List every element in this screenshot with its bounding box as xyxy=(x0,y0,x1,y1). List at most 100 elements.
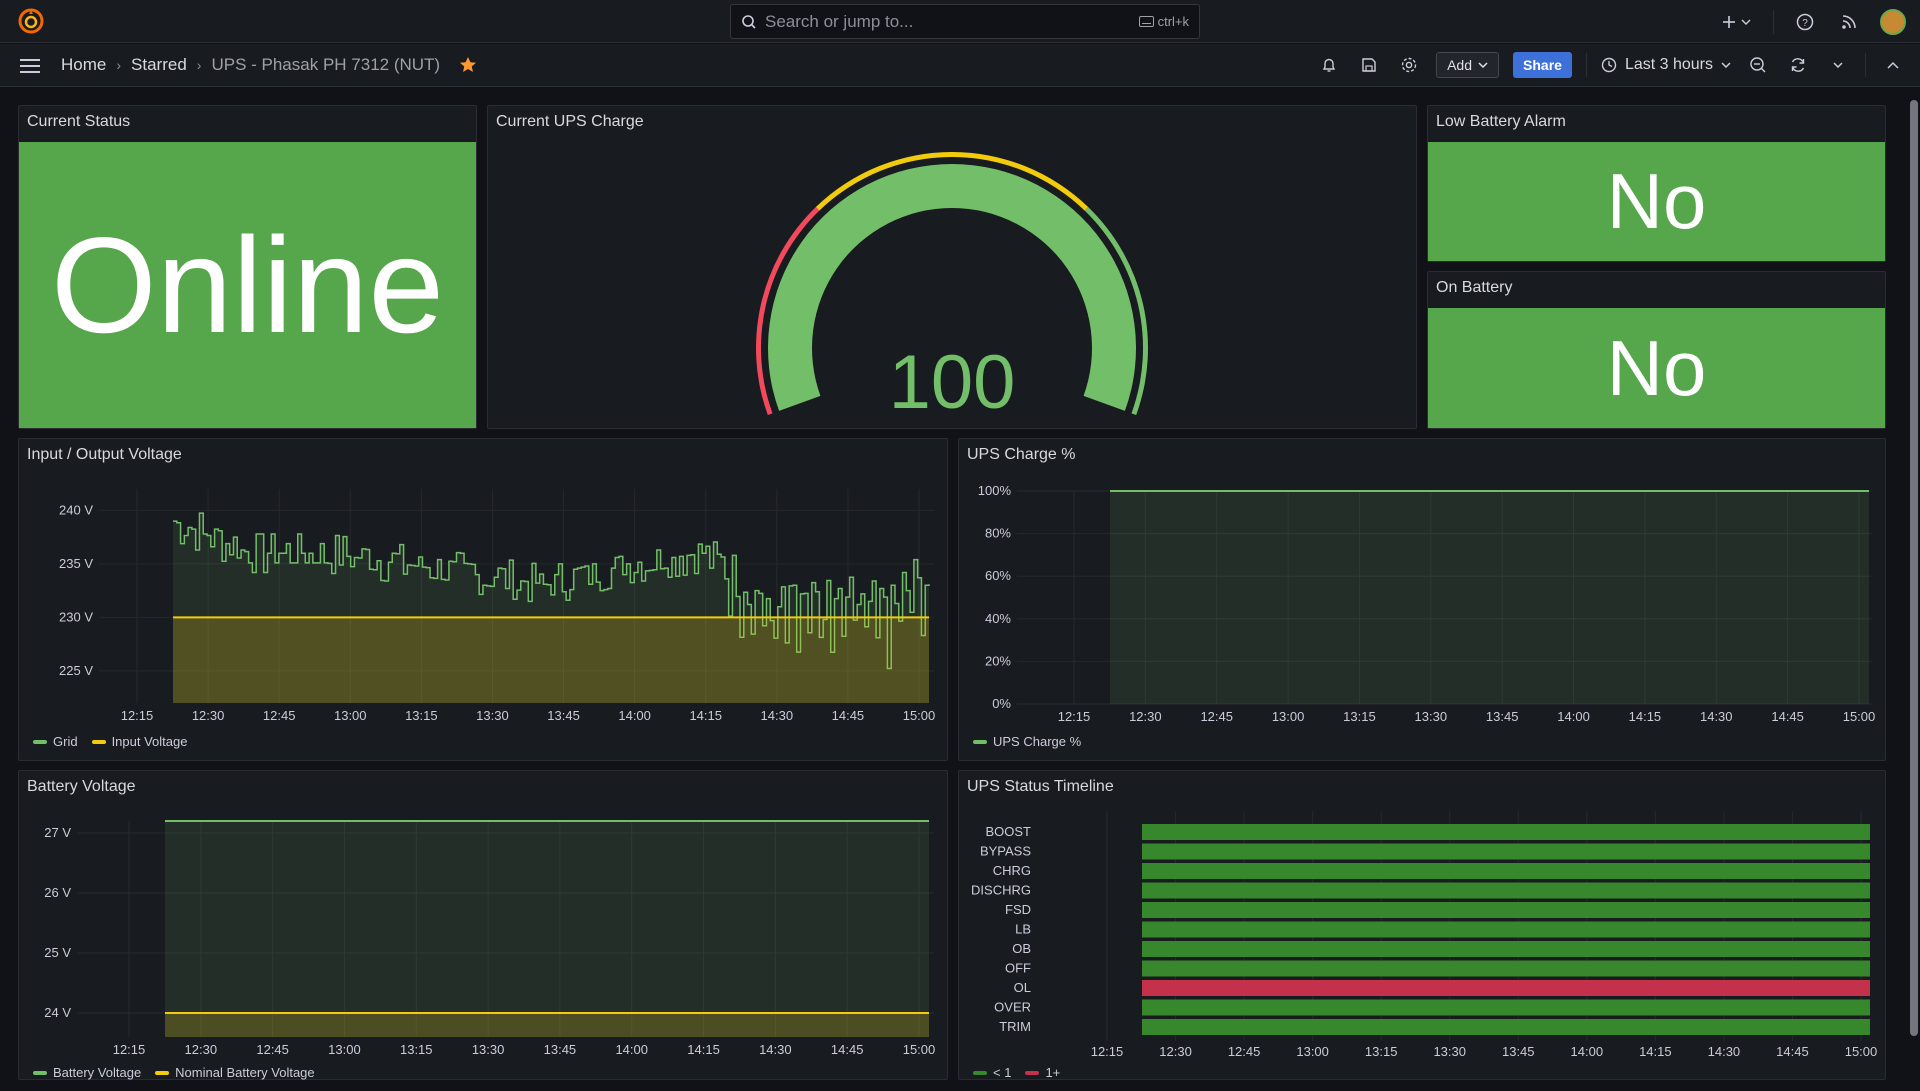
y-tick-label: 60% xyxy=(985,568,1011,583)
timeline-bar xyxy=(1142,980,1870,996)
collapse-button[interactable] xyxy=(1880,52,1906,78)
series-area-input-voltage xyxy=(173,617,929,703)
x-tick-label: 13:45 xyxy=(1486,709,1519,724)
panel-ups-charge-pct[interactable]: UPS Charge % 12:15 12:30 12:45 13:00 13:15 13… xyxy=(958,438,1886,761)
zoom-out-icon xyxy=(1750,57,1766,73)
y-tick-label: 27 V xyxy=(44,825,71,840)
x-tick-label: 13:30 xyxy=(472,1042,505,1057)
search-placeholder: Search or jump to... xyxy=(765,11,914,31)
legend-item[interactable]: UPS Charge % xyxy=(973,734,1081,749)
breadcrumb-home[interactable]: Home xyxy=(61,55,107,74)
chevron-down-icon xyxy=(1721,62,1731,68)
breadcrumb: Home › Starred › UPS - Phasak PH 7312 (N… xyxy=(61,55,478,75)
grafana-logo-icon[interactable] xyxy=(18,8,44,34)
keyboard-icon xyxy=(1138,16,1154,27)
legend-item[interactable]: Nominal Battery Voltage xyxy=(155,1065,315,1080)
divider xyxy=(1773,10,1774,34)
x-tick-label: 13:00 xyxy=(334,708,367,723)
chevron-up-icon xyxy=(1887,61,1899,69)
add-button[interactable]: Add xyxy=(1436,52,1500,78)
timeline-bar xyxy=(1142,902,1870,918)
stat-value: No xyxy=(1606,157,1707,245)
x-tick-label: 14:15 xyxy=(689,708,722,723)
panel-input-output-voltage[interactable]: Input / Output Voltage 12:15 12:30 12:45 13… xyxy=(18,438,948,761)
x-tick-label: 12:15 xyxy=(121,708,154,723)
panel-title: Low Battery Alarm xyxy=(1436,113,1566,130)
x-tick-label: 14:00 xyxy=(1557,709,1590,724)
x-tick-label: 12:15 xyxy=(1091,1044,1124,1059)
alert-button[interactable] xyxy=(1316,52,1342,78)
chart-legend: Grid Input Voltage xyxy=(33,734,187,749)
panel-current-ups-charge[interactable]: Current UPS Charge 100 xyxy=(487,105,1417,429)
timeline-bar xyxy=(1142,863,1870,879)
panel-low-battery-alarm[interactable]: Low Battery Alarm No xyxy=(1427,105,1886,262)
save-button[interactable] xyxy=(1356,52,1382,78)
timeline-bar xyxy=(1142,960,1870,977)
series-area-grid xyxy=(173,513,929,703)
y-tick-label: 26 V xyxy=(44,885,71,900)
panel-title: On Battery xyxy=(1436,279,1513,296)
bell-icon xyxy=(1322,58,1336,72)
x-tick-label: 12:45 xyxy=(1228,1044,1261,1059)
panel-title: Current Status xyxy=(27,113,131,130)
y-tick-label: 80% xyxy=(985,526,1011,541)
time-range-picker[interactable]: Last 3 hours xyxy=(1601,56,1731,74)
panel-title: UPS Status Timeline xyxy=(967,778,1114,795)
gauge-value-arc xyxy=(768,163,1136,411)
x-tick-label: 14:30 xyxy=(761,708,794,723)
legend-item[interactable]: < 1 xyxy=(973,1065,1011,1080)
panel-current-status[interactable]: Current Status Online xyxy=(18,105,477,429)
stat-value-box: No xyxy=(1428,308,1885,428)
legend-item[interactable]: Input Voltage xyxy=(91,734,187,749)
x-tick-label: 14:15 xyxy=(687,1042,720,1057)
legend-item[interactable]: 1+ xyxy=(1025,1065,1060,1080)
x-tick-label: 14:45 xyxy=(1776,1044,1809,1059)
x-tick-label: 12:30 xyxy=(185,1042,218,1057)
page-scrollbar[interactable] xyxy=(1910,100,1918,1036)
legend-item[interactable]: Grid xyxy=(33,734,78,749)
new-button[interactable] xyxy=(1719,9,1755,35)
menu-icon[interactable] xyxy=(18,54,42,78)
chart-legend: UPS Charge % xyxy=(973,734,1081,749)
refresh-button[interactable] xyxy=(1785,52,1811,78)
x-tick-label: 13:30 xyxy=(1415,709,1448,724)
x-tick-label: 14:45 xyxy=(1771,709,1804,724)
gauge: 100 xyxy=(756,152,1148,425)
panel-ups-status-timeline[interactable]: UPS Status Timeline 12:15 12:30 12:45 13:00… xyxy=(958,770,1886,1080)
y-tick-label: 230 V xyxy=(59,609,93,624)
search-shortcut: ctrl+k xyxy=(1138,14,1189,29)
x-tick-label: 12:45 xyxy=(256,1042,289,1057)
legend-item[interactable]: Battery Voltage xyxy=(33,1065,141,1080)
search-input[interactable]: Search or jump to... ctrl+k xyxy=(730,4,1200,39)
breadcrumb-starred[interactable]: Starred xyxy=(131,55,187,74)
gauge-value: 100 xyxy=(889,340,1016,425)
panel-battery-voltage[interactable]: Battery Voltage 12:15 12:30 12:45 13:00 13:1… xyxy=(18,770,948,1080)
breadcrumb-current: UPS - Phasak PH 7312 (NUT) xyxy=(211,55,441,74)
help-button[interactable]: ? xyxy=(1792,9,1818,35)
panel-title: Current UPS Charge xyxy=(496,113,644,130)
settings-button[interactable] xyxy=(1396,52,1422,78)
ups-charge-chart: 12:15 12:30 12:45 13:00 13:15 13:30 13:45 14:00… xyxy=(978,483,1876,724)
x-tick-label: 13:15 xyxy=(405,708,438,723)
zoom-out-button[interactable] xyxy=(1745,52,1771,78)
panel-on-battery[interactable]: On Battery No xyxy=(1427,271,1886,429)
star-icon[interactable] xyxy=(458,55,478,75)
stat-value-box: No xyxy=(1428,142,1885,261)
x-tick-label: 15:00 xyxy=(1845,1044,1878,1059)
refresh-interval-button[interactable] xyxy=(1825,52,1851,78)
dashboard-nav-bar: Home › Starred › UPS - Phasak PH 7312 (N… xyxy=(0,44,1920,87)
gauge-threshold-arc xyxy=(1084,207,1148,416)
avatar[interactable] xyxy=(1880,9,1906,35)
y-tick-label: 40% xyxy=(985,611,1011,626)
gauge-threshold-arc xyxy=(756,207,820,416)
row-label: BOOST xyxy=(985,824,1031,839)
share-button[interactable]: Share xyxy=(1513,52,1572,78)
top-right-actions: ? xyxy=(1719,8,1906,36)
divider xyxy=(1865,53,1866,77)
x-tick-label: 13:45 xyxy=(1502,1044,1535,1059)
search-icon xyxy=(742,14,756,29)
news-button[interactable] xyxy=(1836,9,1862,35)
y-tick-label: 100% xyxy=(978,483,1012,498)
x-tick-label: 14:30 xyxy=(1700,709,1733,724)
time-range-label: Last 3 hours xyxy=(1624,56,1713,73)
